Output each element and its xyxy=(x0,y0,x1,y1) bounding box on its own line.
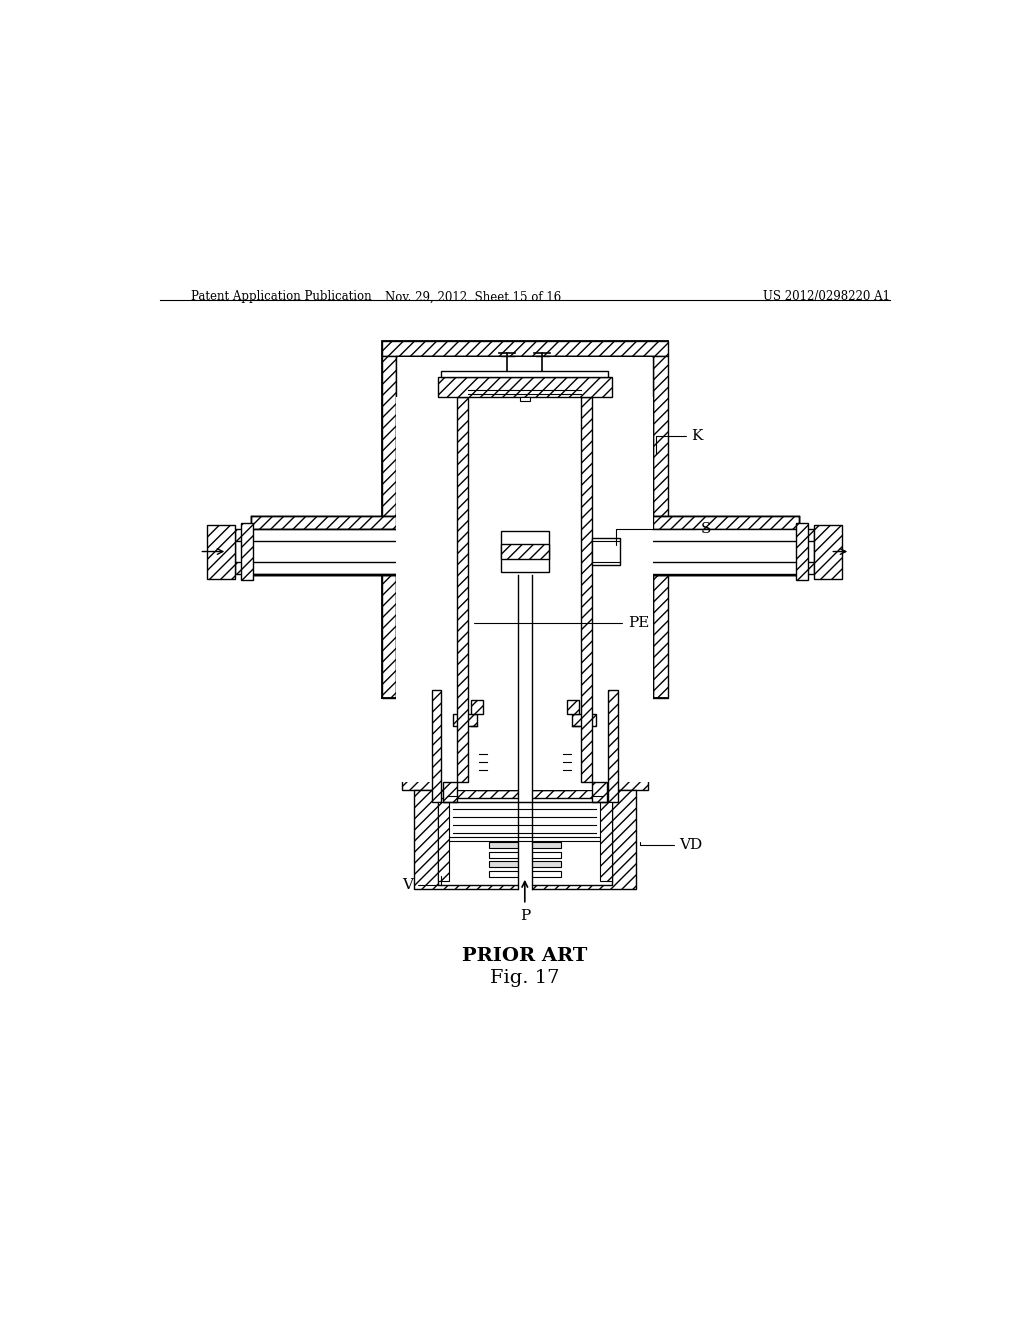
Bar xyxy=(489,842,560,849)
Polygon shape xyxy=(572,714,596,726)
Bar xyxy=(207,524,236,578)
Bar xyxy=(501,544,549,560)
Bar xyxy=(606,698,653,781)
Bar xyxy=(441,371,608,378)
Polygon shape xyxy=(653,355,668,698)
Text: PE: PE xyxy=(474,616,649,630)
Text: P: P xyxy=(519,908,530,923)
Polygon shape xyxy=(437,801,450,880)
Polygon shape xyxy=(382,355,396,698)
Bar xyxy=(592,397,653,781)
Bar xyxy=(567,700,579,714)
Polygon shape xyxy=(582,397,592,781)
Bar xyxy=(489,861,560,867)
Polygon shape xyxy=(443,781,458,801)
Text: VD: VD xyxy=(640,838,702,853)
Bar xyxy=(799,541,814,562)
Text: S: S xyxy=(616,523,712,545)
Bar xyxy=(396,397,458,781)
Bar xyxy=(396,698,443,781)
Polygon shape xyxy=(799,529,814,574)
Polygon shape xyxy=(432,690,441,801)
Bar xyxy=(236,541,251,562)
Text: V: V xyxy=(401,875,441,892)
Bar xyxy=(396,355,653,698)
Bar xyxy=(501,531,549,572)
Polygon shape xyxy=(251,516,799,576)
Polygon shape xyxy=(382,342,668,355)
Text: Patent Application Publication: Patent Application Publication xyxy=(191,290,372,304)
Bar xyxy=(518,611,531,892)
Bar xyxy=(489,871,560,876)
Bar xyxy=(397,358,652,375)
Polygon shape xyxy=(608,690,617,801)
Polygon shape xyxy=(414,789,636,888)
Polygon shape xyxy=(251,516,799,529)
Text: US 2012/0298220 A1: US 2012/0298220 A1 xyxy=(763,290,890,304)
Bar xyxy=(814,524,843,578)
Bar xyxy=(382,342,668,698)
Bar xyxy=(242,523,253,579)
Polygon shape xyxy=(401,615,648,789)
Bar xyxy=(592,539,621,565)
Bar xyxy=(797,523,808,579)
Text: PRIOR ART: PRIOR ART xyxy=(462,948,588,965)
Text: Fig. 17: Fig. 17 xyxy=(490,969,559,986)
Bar xyxy=(468,397,582,774)
Bar xyxy=(454,698,596,789)
Text: Nov. 29, 2012  Sheet 15 of 16: Nov. 29, 2012 Sheet 15 of 16 xyxy=(385,290,561,304)
Polygon shape xyxy=(236,529,251,574)
Polygon shape xyxy=(454,714,477,726)
Bar xyxy=(471,700,482,714)
Bar xyxy=(251,529,799,574)
Polygon shape xyxy=(251,574,799,576)
Polygon shape xyxy=(600,801,612,880)
Bar xyxy=(489,851,560,858)
Bar xyxy=(477,698,572,789)
Polygon shape xyxy=(458,397,468,781)
Text: K: K xyxy=(655,429,702,454)
Bar xyxy=(437,797,612,884)
Polygon shape xyxy=(592,781,606,801)
Polygon shape xyxy=(437,378,612,397)
Bar xyxy=(520,397,529,401)
